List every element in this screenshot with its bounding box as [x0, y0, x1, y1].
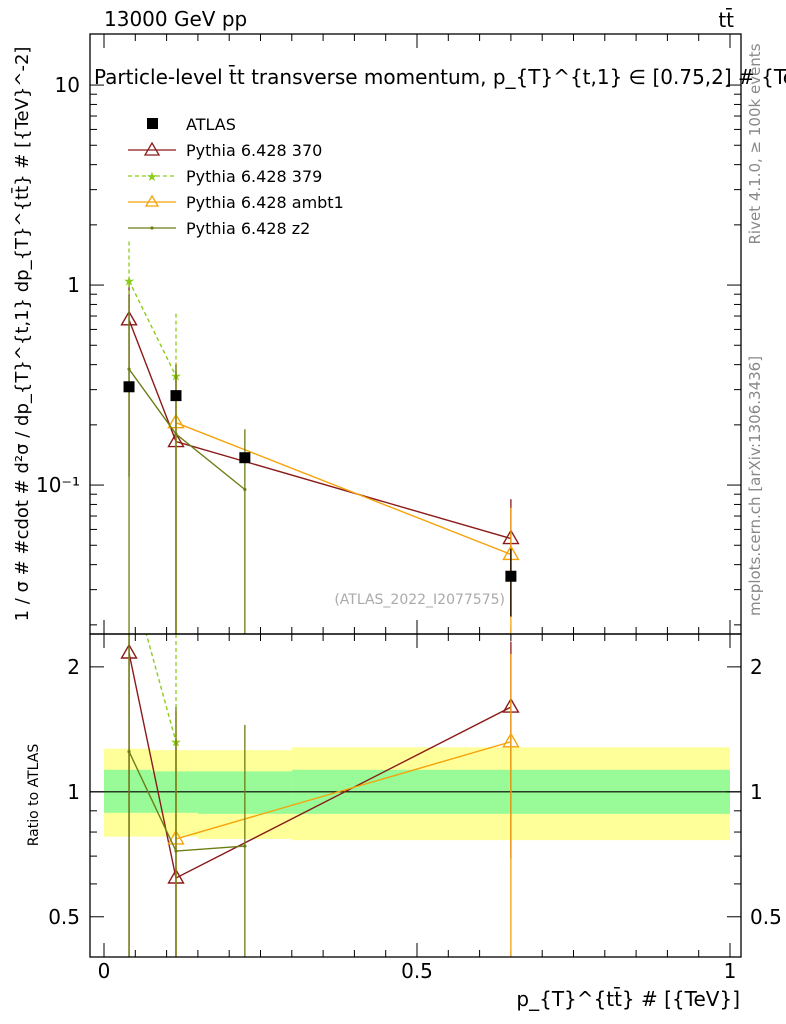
- header-left: 13000 GeV pp: [104, 7, 247, 31]
- ratio-bands: [90, 747, 741, 841]
- legend-entry-370: Pythia 6.428 370: [128, 141, 322, 160]
- ratio-point-3: [127, 749, 131, 754]
- legend-marker-atlas: [147, 118, 158, 129]
- analysis-id: (ATLAS_2022_I2077575): [334, 592, 505, 608]
- chart-title: Particle-level t̄t transverse momentum, …: [94, 64, 786, 89]
- legend-entry-ambt1: Pythia 6.428 ambt1: [128, 193, 344, 212]
- legend-label-379: Pythia 6.428 379: [186, 167, 322, 186]
- legend-label-ambt1: Pythia 6.428 ambt1: [186, 193, 344, 212]
- legend-marker-z2: [150, 226, 154, 230]
- series-point-3: [127, 367, 131, 371]
- series-line-1: [128, 280, 177, 377]
- legend-entry-z2: Pythia 6.428 z2: [128, 219, 310, 238]
- ratio-tick-label-right: 0.5: [750, 905, 782, 929]
- plot-frames: [89, 33, 742, 958]
- series-line-2: [175, 422, 512, 556]
- rivet-label: Rivet 4.1.0, ≥ 100k events: [746, 43, 764, 244]
- ratio-tick-label: 0.5: [48, 905, 80, 929]
- ratio-line-1: [145, 634, 177, 742]
- legend-marker-370: [143, 141, 161, 156]
- main-panel-series: ★★: [120, 241, 520, 634]
- y-tick-label: 10: [55, 73, 80, 97]
- atlas-point: [170, 390, 182, 402]
- y-tick-label: 10⁻¹: [36, 473, 80, 497]
- ratio-tick-label-right: 2: [750, 655, 763, 679]
- ratio-tick-label: 2: [67, 655, 80, 679]
- series-layer: ★★★★: [120, 241, 520, 957]
- x-tick-label: 1: [724, 959, 737, 983]
- y-axis-label: 1 / σ # #cdot # d²σ / dp_{T}^{t,1} dp_{T…: [11, 47, 33, 622]
- legend-marker-ambt1: [144, 194, 160, 207]
- legend-entry-379: ★ Pythia 6.428 379: [128, 167, 322, 186]
- ratio-point-3: [243, 844, 247, 848]
- ratio-point-3: [174, 849, 178, 853]
- x-tick-label: 0: [98, 959, 111, 983]
- legend-label-370: Pythia 6.428 370: [186, 141, 322, 160]
- legend-entry-atlas: ATLAS: [147, 115, 236, 134]
- series-point-3: [243, 487, 247, 492]
- legend-label-z2: Pythia 6.428 z2: [186, 219, 310, 238]
- ratio-line-2: [175, 741, 512, 840]
- legend-label-atlas: ATLAS: [186, 115, 236, 134]
- ratio-tick-label-right: 1: [750, 780, 763, 804]
- series-point-3: [174, 432, 178, 436]
- ratio-frame: [89, 633, 742, 958]
- mcplots-label: mcplots.cern.ch [arXiv:1306.3436]: [746, 356, 764, 616]
- atlas-point: [239, 452, 251, 464]
- y-tick-label: 1: [67, 273, 80, 297]
- ratio-y-axis-label: Ratio to ATLAS: [26, 744, 42, 847]
- header-right: tt̄: [718, 7, 734, 32]
- x-axis-label: p_{T}^{tt̄} # [{TeV}]: [516, 986, 740, 1011]
- legend-marker-379: ★: [146, 170, 158, 185]
- ratio-panel-series: ★★: [120, 634, 520, 957]
- x-tick-label: 0.5: [401, 959, 433, 983]
- tick-labels: 0 0.5 1 10⁻¹ 1 10 0.5 0.5 1 1 2 2: [36, 73, 782, 983]
- legend: ATLAS Pythia 6.428 370 ★ Pythia 6.428 37…: [128, 115, 344, 238]
- ratio-tick-label: 1: [67, 780, 80, 804]
- ratio-point-2: [502, 732, 520, 748]
- series-point-1: ★: [123, 274, 135, 289]
- atlas-point: [505, 570, 517, 582]
- atlas-point: [123, 381, 135, 393]
- series-line-0: [128, 319, 512, 540]
- axes-ticks: [90, 34, 741, 958]
- series-line-3: [128, 368, 246, 491]
